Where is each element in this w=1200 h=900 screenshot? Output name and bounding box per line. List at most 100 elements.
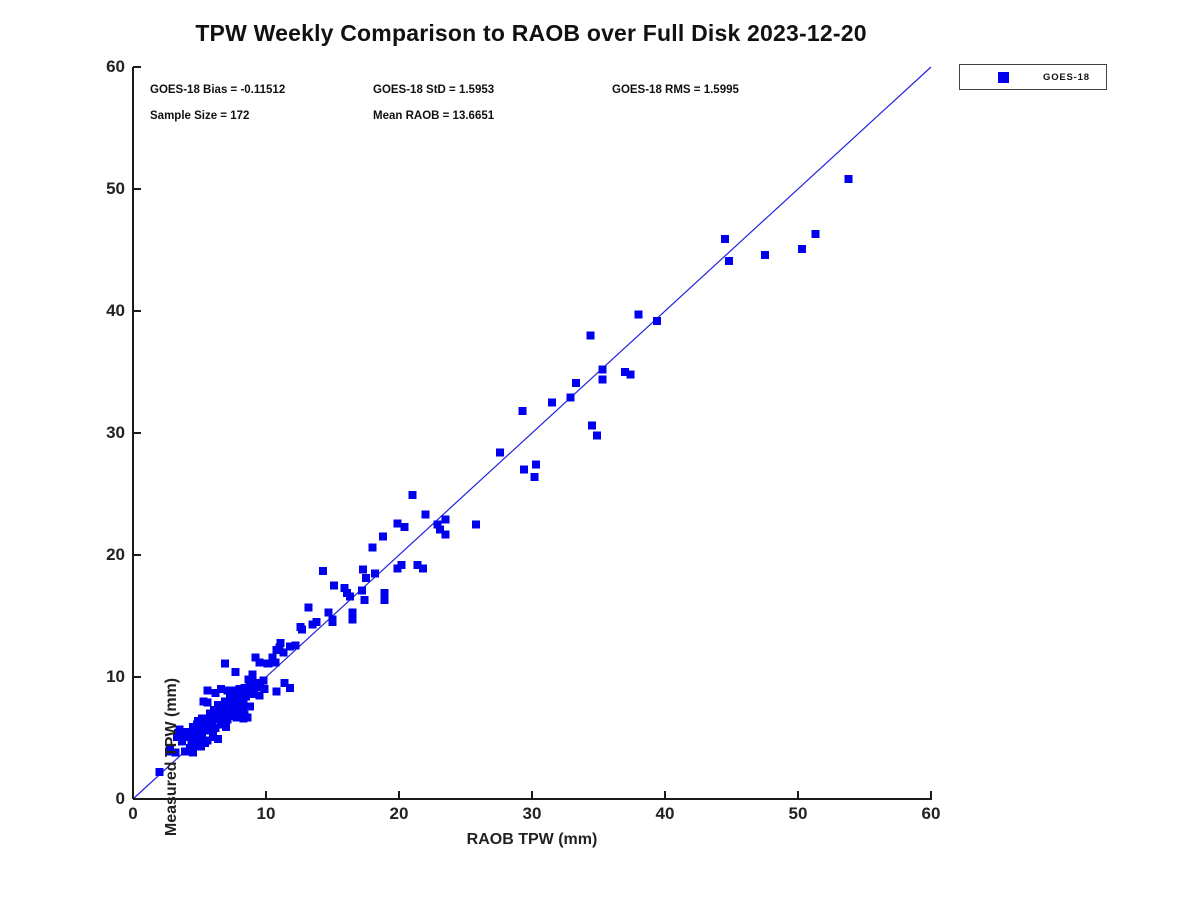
data-point [408, 491, 417, 500]
data-point [206, 709, 215, 718]
data-point [328, 618, 337, 627]
data-point [242, 692, 251, 701]
data-point [319, 566, 328, 575]
data-point [186, 743, 195, 752]
data-point [190, 729, 199, 738]
stat-rms: GOES-18 RMS = 1.5995 [612, 84, 739, 96]
data-point [211, 688, 220, 697]
data-point [236, 693, 245, 702]
data-point [518, 407, 527, 416]
data-point [324, 608, 333, 617]
data-point [357, 586, 366, 595]
data-point [586, 331, 595, 340]
y-tick-label: 50 [106, 179, 125, 198]
data-point [760, 250, 769, 259]
data-point [246, 702, 255, 711]
x-tick-label: 20 [389, 804, 409, 823]
data-point [220, 697, 229, 706]
data-point [220, 703, 229, 712]
x-tick-label: 40 [655, 804, 675, 823]
data-point [271, 658, 280, 667]
y-axis-title: Measured TPW (mm) [163, 677, 180, 837]
y-tick-label: 10 [106, 667, 125, 686]
data-point [280, 679, 289, 688]
stat-std: GOES-18 StD = 1.5953 [373, 84, 495, 96]
data-point [340, 583, 349, 592]
data-point [441, 515, 450, 524]
data-point [380, 588, 389, 597]
data-point [275, 643, 284, 652]
data-point [329, 581, 338, 590]
data-point [397, 560, 406, 569]
data-point [264, 659, 273, 668]
data-point [348, 615, 357, 624]
data-point [195, 726, 204, 735]
data-point [359, 565, 368, 574]
data-point [531, 460, 540, 469]
data-point [433, 520, 442, 529]
data-point [244, 675, 253, 684]
data-point [496, 448, 505, 457]
x-axis-title: RAOB TPW (mm) [466, 831, 598, 848]
data-point [248, 670, 257, 679]
data-point [166, 747, 175, 756]
legend: GOES-18 [959, 64, 1107, 90]
data-point [223, 715, 232, 724]
data-point [240, 710, 249, 719]
data-point [371, 569, 380, 578]
y-tick-label: 30 [106, 423, 125, 442]
data-point [297, 625, 306, 634]
data-point [232, 713, 241, 722]
y-tick-label: 0 [115, 789, 125, 808]
x-tick-label: 10 [256, 804, 276, 823]
data-point [598, 365, 607, 374]
data-point [361, 574, 370, 583]
data-point [418, 564, 427, 573]
data-point [653, 316, 662, 325]
data-point [844, 175, 853, 184]
data-point [634, 310, 643, 319]
data-point [400, 522, 409, 531]
data-point [246, 680, 255, 689]
data-point [285, 683, 294, 692]
data-point [227, 702, 236, 711]
data-point [231, 668, 240, 677]
data-point [222, 723, 231, 732]
data-point [188, 748, 197, 757]
data-point [203, 686, 212, 695]
data-point [215, 701, 224, 710]
data-point [180, 747, 189, 756]
data-point [191, 742, 200, 751]
data-point [251, 653, 260, 662]
data-point [348, 608, 357, 617]
data-point [216, 685, 225, 694]
data-point [811, 230, 820, 239]
data-point [234, 705, 243, 714]
x-tick-label: 30 [522, 804, 542, 823]
y-tick-label: 60 [106, 57, 125, 76]
data-point [196, 742, 205, 751]
data-point [291, 641, 300, 650]
data-point [279, 648, 288, 657]
data-point [276, 638, 285, 647]
data-point [255, 658, 264, 667]
data-point [421, 510, 430, 519]
data-point [172, 732, 181, 741]
data-point [175, 725, 184, 734]
data-point [304, 603, 313, 612]
data-point [520, 465, 529, 474]
data-point [272, 687, 281, 696]
data-point [797, 244, 806, 253]
data-point [179, 731, 188, 740]
y-tick-label: 40 [106, 301, 125, 320]
data-point [436, 525, 445, 534]
data-point [219, 709, 228, 718]
x-tick-label: 50 [788, 804, 808, 823]
data-point [226, 696, 235, 705]
data-point [530, 472, 539, 481]
data-point [413, 560, 422, 569]
data-point [571, 378, 580, 387]
data-point [203, 698, 212, 707]
